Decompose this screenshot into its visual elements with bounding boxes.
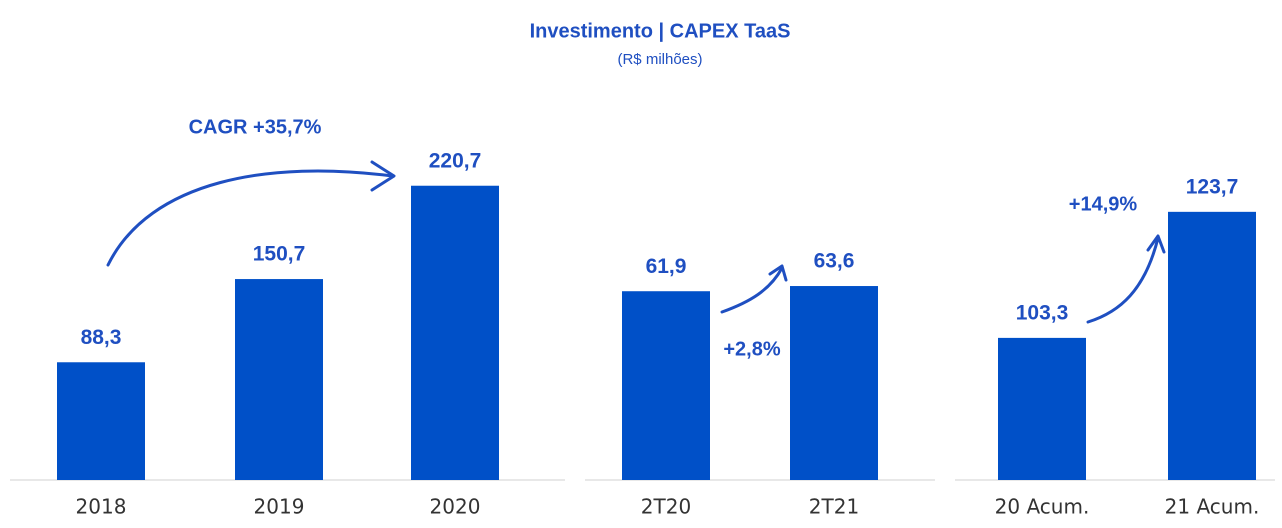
x-tick-label: 2020: [430, 495, 481, 519]
value-label: 220,7: [429, 149, 482, 172]
annotation: +2,8%: [723, 338, 780, 360]
value-label: 123,7: [1186, 175, 1239, 198]
x-tick-label: 20 Acum.: [995, 495, 1090, 519]
chart-title: Investimento | CAPEX TaaS: [530, 20, 791, 42]
arrowhead: [370, 160, 396, 192]
bar: [790, 286, 878, 480]
x-tick-label: 2018: [76, 495, 127, 519]
value-label: 61,9: [646, 255, 687, 278]
bar: [1168, 211, 1256, 480]
chart-subtitle: (R$ milhões): [617, 51, 702, 68]
bar: [57, 362, 145, 480]
arrowhead: [768, 264, 788, 282]
annotation: +14,9%: [1069, 193, 1138, 215]
x-tick-label: 2T20: [641, 495, 691, 519]
arrow: [1086, 236, 1160, 324]
bar: [235, 279, 323, 480]
bar: [411, 185, 499, 480]
x-tick-label: 2T21: [809, 495, 859, 519]
value-label: 103,3: [1016, 301, 1069, 324]
arrow: [720, 266, 784, 314]
annotation: CAGR +35,7%: [189, 116, 322, 138]
arrow: [106, 169, 394, 267]
bar: [998, 337, 1086, 480]
arrowhead: [1146, 234, 1166, 254]
value-label: 63,6: [814, 250, 855, 273]
x-tick-label: 21 Acum.: [1165, 495, 1260, 519]
value-label: 88,3: [81, 326, 122, 349]
x-tick-label: 2019: [254, 495, 305, 519]
bar: [622, 291, 710, 480]
value-label: 150,7: [253, 243, 306, 266]
